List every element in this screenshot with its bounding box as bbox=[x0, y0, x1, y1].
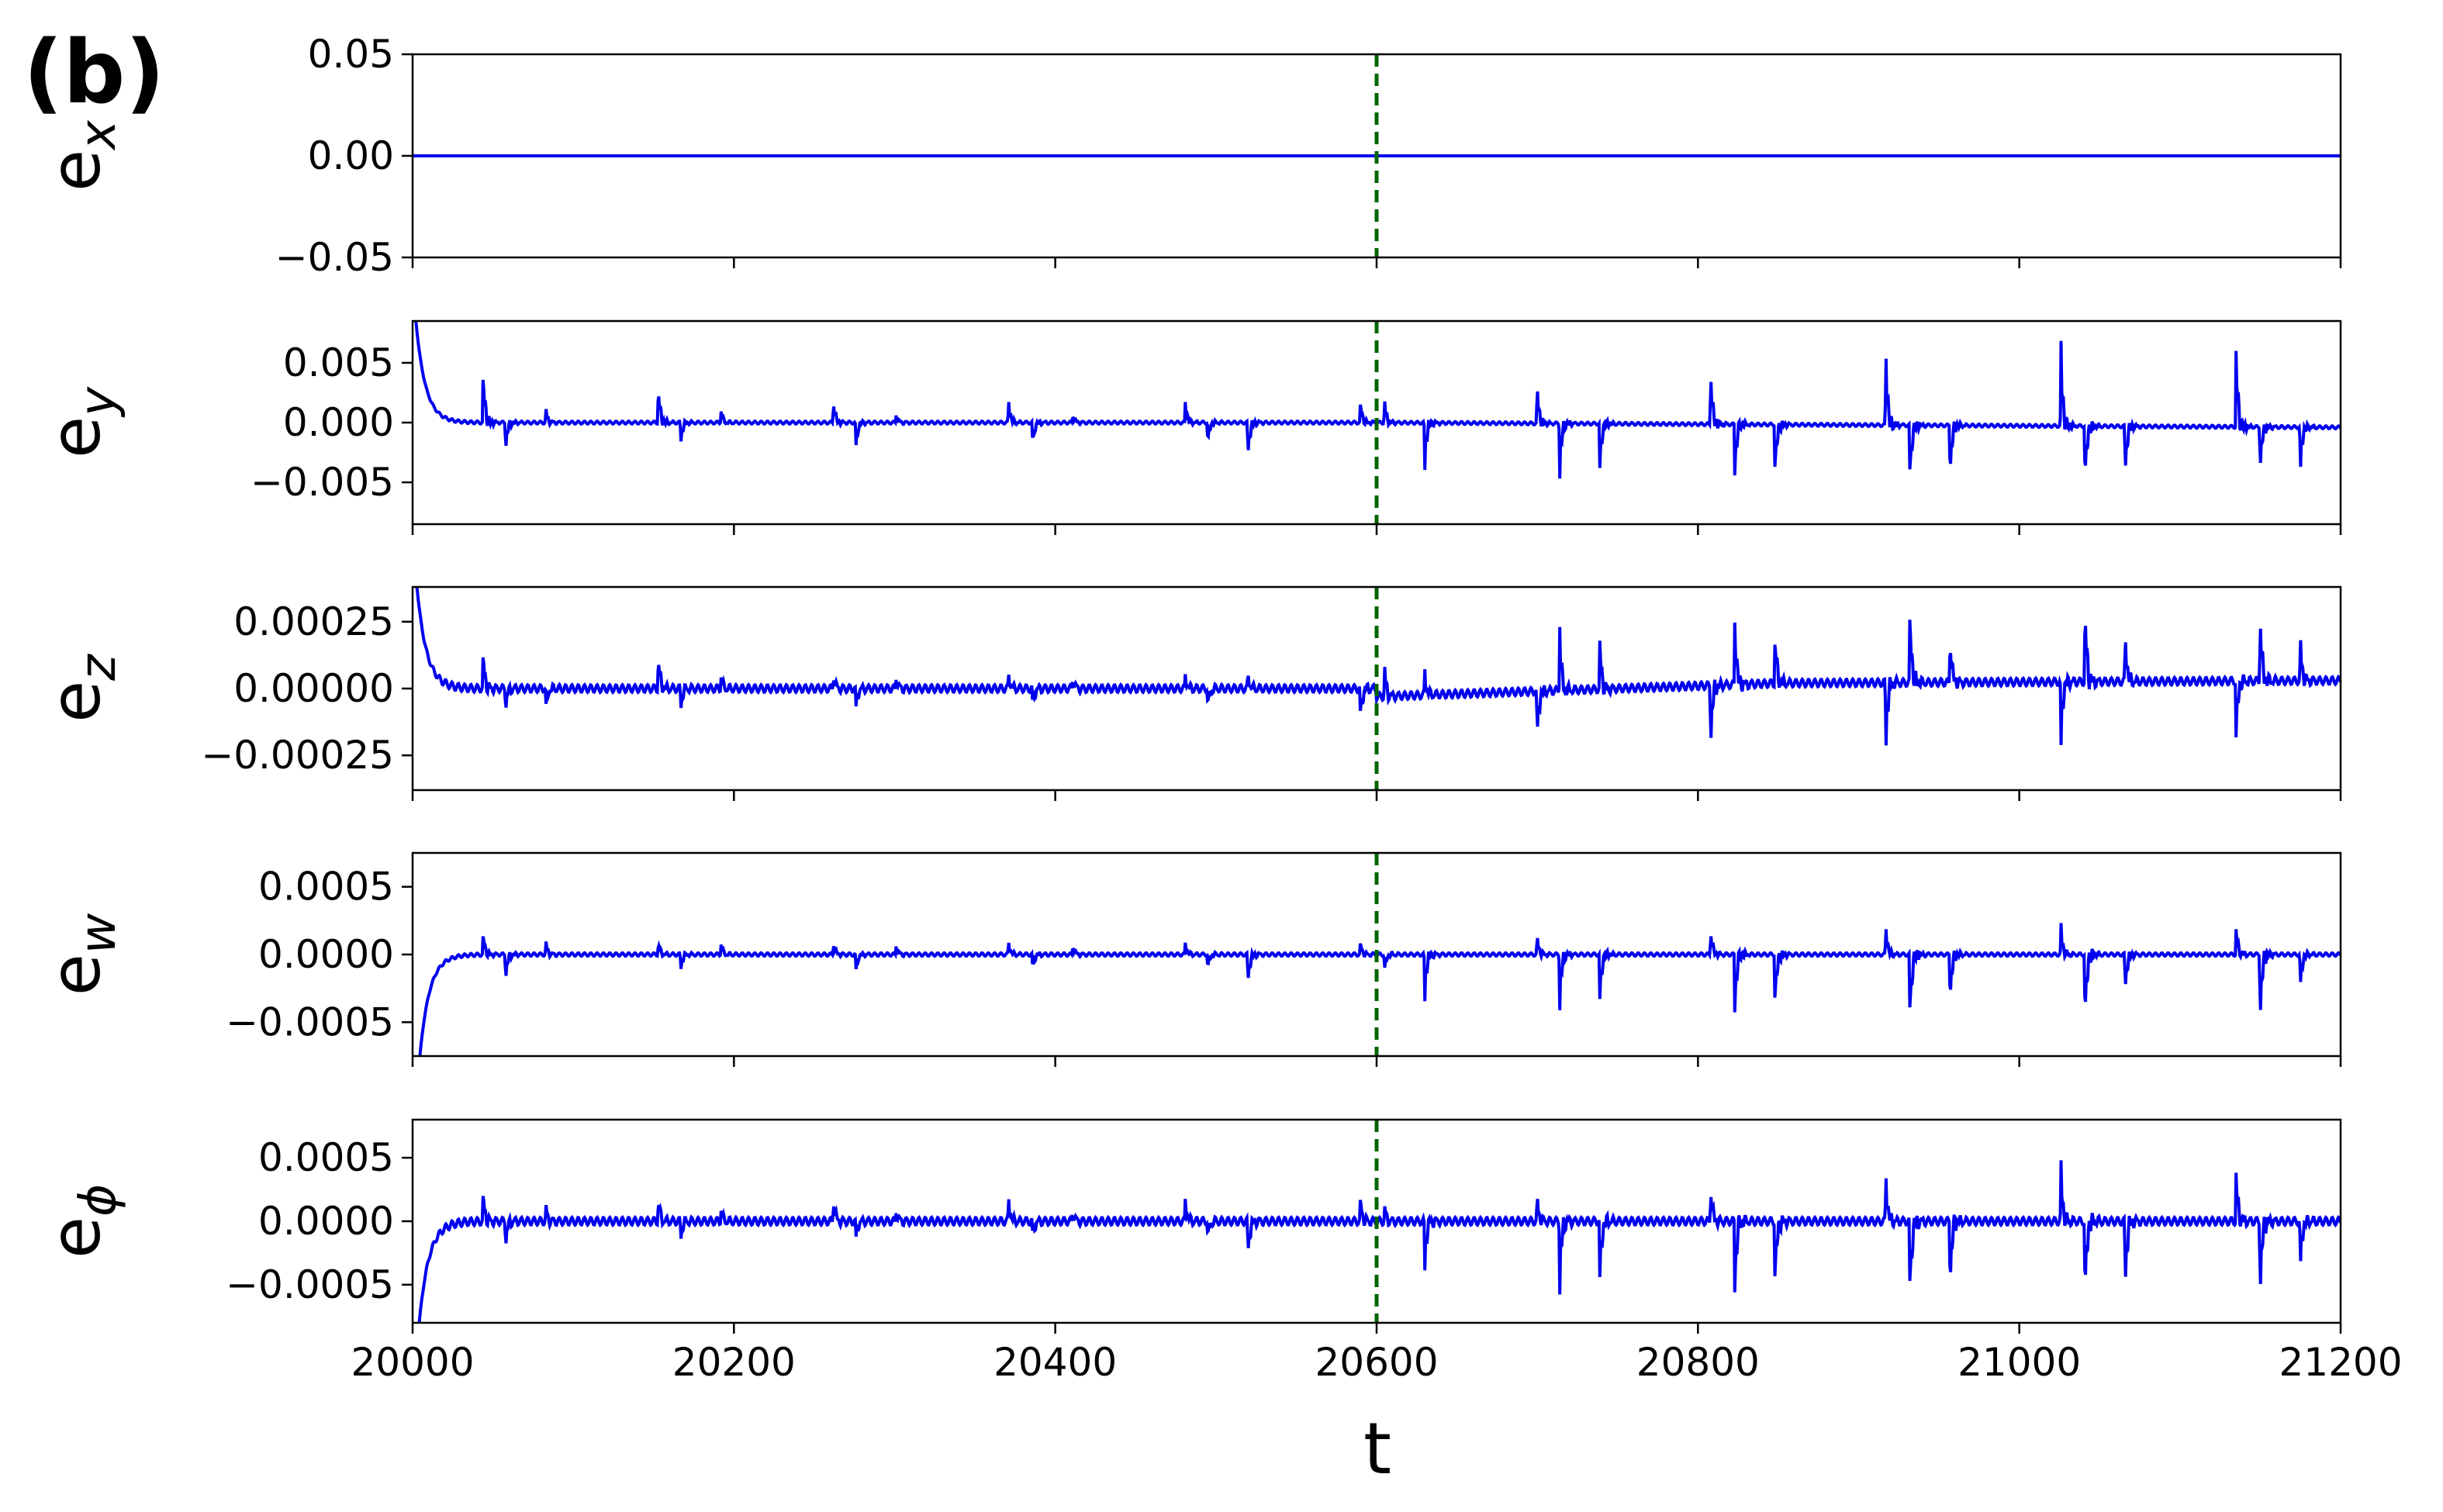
subplot-ew: 0.0005 0.0000 −0.0005 ew bbox=[36, 851, 2342, 1067]
x-tick-label: 21000 bbox=[1958, 1340, 2081, 1385]
x-tick-label: 21200 bbox=[2279, 1340, 2402, 1385]
y-tick-label-ez: 0.00025 bbox=[233, 599, 394, 644]
subplot-ephi: 0.0005 0.0000 −0.0005 20000 20200 20400 20600 2… bbox=[36, 1118, 2403, 1385]
y-tick-label-ey: 0.000 bbox=[283, 400, 394, 445]
subplot-ex: 0.05 0.00 −0.05 ex bbox=[36, 32, 2342, 280]
y-axis-label-ez: ez bbox=[36, 654, 127, 723]
y-tick-label-ey: 0.005 bbox=[283, 340, 394, 385]
y-tick-label-ex: 0.00 bbox=[308, 133, 394, 178]
y-tick-label-ew: −0.0005 bbox=[226, 999, 394, 1044]
panel-label: (b) bbox=[23, 22, 165, 123]
y-tick-label-ez: −0.00025 bbox=[201, 733, 394, 778]
x-tick-label: 20600 bbox=[1315, 1340, 1438, 1385]
y-tick-label-ephi: −0.0005 bbox=[226, 1262, 394, 1307]
y-axis-label-ex: ex bbox=[36, 119, 127, 192]
x-tick-label: 20800 bbox=[1636, 1340, 1760, 1385]
y-axis-label-ew: ew bbox=[36, 913, 127, 996]
y-tick-label-ew: 0.0000 bbox=[258, 932, 394, 977]
y-tick-label-ex: −0.05 bbox=[275, 235, 394, 280]
y-tick-label-ez: 0.00000 bbox=[233, 666, 394, 711]
series-line-ez bbox=[415, 587, 2341, 746]
subplot-ez: 0.00025 0.00000 −0.00025 ez bbox=[36, 585, 2342, 801]
subplots: 0.05 0.00 −0.05 ex 0.005 0.000 −0.005 ey 0.00025… bbox=[36, 32, 2403, 1385]
y-tick-label-ex: 0.05 bbox=[308, 32, 394, 77]
y-tick-label-ephi: 0.0000 bbox=[258, 1199, 394, 1244]
y-axis-label-ephi: eϕ bbox=[36, 1184, 127, 1258]
y-tick-label-ey: −0.005 bbox=[251, 460, 394, 505]
y-tick-label-ew: 0.0005 bbox=[258, 865, 394, 910]
subplot-ey: 0.005 0.000 −0.005 ey bbox=[36, 319, 2342, 535]
x-axis-label: t bbox=[1363, 1407, 1391, 1490]
y-axis-label-ey: ey bbox=[36, 386, 127, 458]
y-tick-label-ephi: 0.0005 bbox=[258, 1135, 394, 1180]
x-tick-label: 20400 bbox=[993, 1340, 1117, 1385]
x-tick-label: 20200 bbox=[672, 1340, 796, 1385]
x-tick-label: 20000 bbox=[351, 1340, 474, 1385]
